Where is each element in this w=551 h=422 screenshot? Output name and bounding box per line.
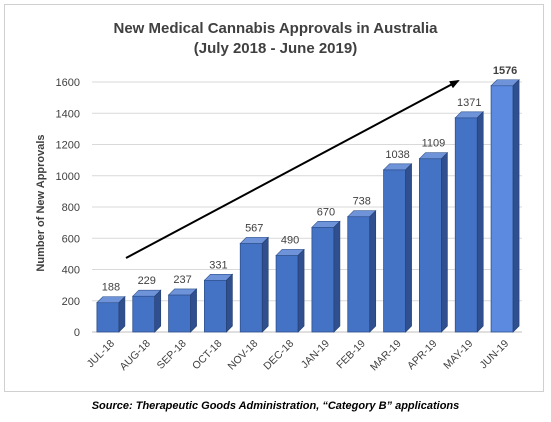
data-label: 1109 [422, 138, 446, 150]
x-tick-label: JAN-19 [299, 338, 332, 371]
bar-side [118, 295, 126, 333]
x-tick-label: APR-19 [405, 338, 440, 373]
x-tick-label: JUL-18 [85, 338, 118, 371]
bar-front [168, 294, 191, 333]
x-tick-label: MAR-19 [368, 338, 404, 374]
trend-arrow [125, 80, 460, 259]
y-tick-label: 600 [62, 233, 80, 245]
bar-aug-18 [132, 289, 162, 333]
bar-side [261, 236, 269, 333]
bar-front [239, 243, 263, 333]
bar-side [190, 288, 197, 333]
bar-front [383, 169, 406, 333]
bar-side [297, 248, 305, 333]
bar-front [454, 117, 478, 333]
bar-nov-18 [239, 236, 269, 333]
x-tick-label: JUN-19 [478, 338, 512, 372]
bar-jan-19 [311, 220, 341, 333]
chart-frame [4, 4, 544, 392]
bar-front [490, 85, 514, 333]
y-tick-label: 1000 [56, 171, 80, 183]
bar-front [419, 158, 442, 333]
bar-jun-19 [490, 79, 520, 333]
bar-front [96, 302, 120, 333]
bar-front [132, 295, 156, 333]
data-label: 1038 [385, 149, 409, 161]
data-label: 567 [245, 222, 263, 234]
bar-oct-18 [203, 273, 234, 333]
source-note: Source: Therapeutic Goods Administration… [91, 400, 460, 412]
data-label: 490 [281, 234, 299, 246]
bar-side [476, 111, 484, 333]
chart-subtitle: (July 2018 - June 2019) [193, 40, 358, 57]
y-tick-label: 1400 [56, 108, 80, 120]
y-tick-label: 200 [62, 296, 80, 308]
x-tick-label: MAY-19 [441, 338, 475, 372]
bar-side [333, 220, 341, 333]
bar-mar-19 [382, 163, 413, 333]
data-label: 188 [102, 282, 120, 294]
data-label: 331 [209, 259, 227, 271]
bar-side [226, 273, 233, 333]
y-tick-label: 800 [62, 202, 80, 214]
bar-side [154, 289, 162, 333]
data-label: 1371 [457, 97, 481, 109]
bar-front [204, 279, 227, 333]
bar-jul-18 [96, 295, 126, 333]
bar-side [405, 163, 412, 333]
bar-front [347, 216, 371, 333]
data-label: 229 [138, 275, 156, 287]
bar-front [311, 226, 335, 333]
x-tick-label: OCT-18 [190, 338, 225, 373]
bar-front [275, 255, 299, 333]
x-tick-label: AUG-18 [118, 338, 153, 373]
chart-title: New Medical Cannabis Approvals in Austra… [113, 20, 438, 37]
data-label: 237 [173, 274, 191, 286]
y-tick-label: 400 [62, 265, 80, 277]
bar-side [369, 209, 377, 333]
x-tick-label: DEC-18 [261, 338, 296, 373]
bar-may-19 [454, 111, 484, 333]
y-tick-label: 1200 [56, 140, 80, 152]
x-tick-label: SEP-18 [155, 338, 189, 372]
y-axis-label: Number of New Approvals [35, 134, 47, 271]
data-label: 1576 [493, 65, 517, 77]
bar-apr-19 [418, 151, 449, 333]
bar-side [512, 79, 520, 333]
bar-feb-19 [347, 209, 377, 333]
x-tick-label: FEB-19 [334, 338, 368, 372]
bar-sep-18 [167, 288, 198, 333]
bar-dec-18 [275, 248, 305, 333]
bar-chart: 0 200 400 600 800 1000 1200 1400 1600 Number of N… [35, 65, 522, 374]
x-tick-label: NOV-18 [225, 338, 260, 373]
y-tick-label: 1600 [56, 77, 80, 89]
data-label: 670 [317, 206, 335, 218]
y-tick-label: 0 [74, 327, 80, 339]
bar-side [441, 151, 448, 333]
data-label: 738 [353, 196, 371, 208]
